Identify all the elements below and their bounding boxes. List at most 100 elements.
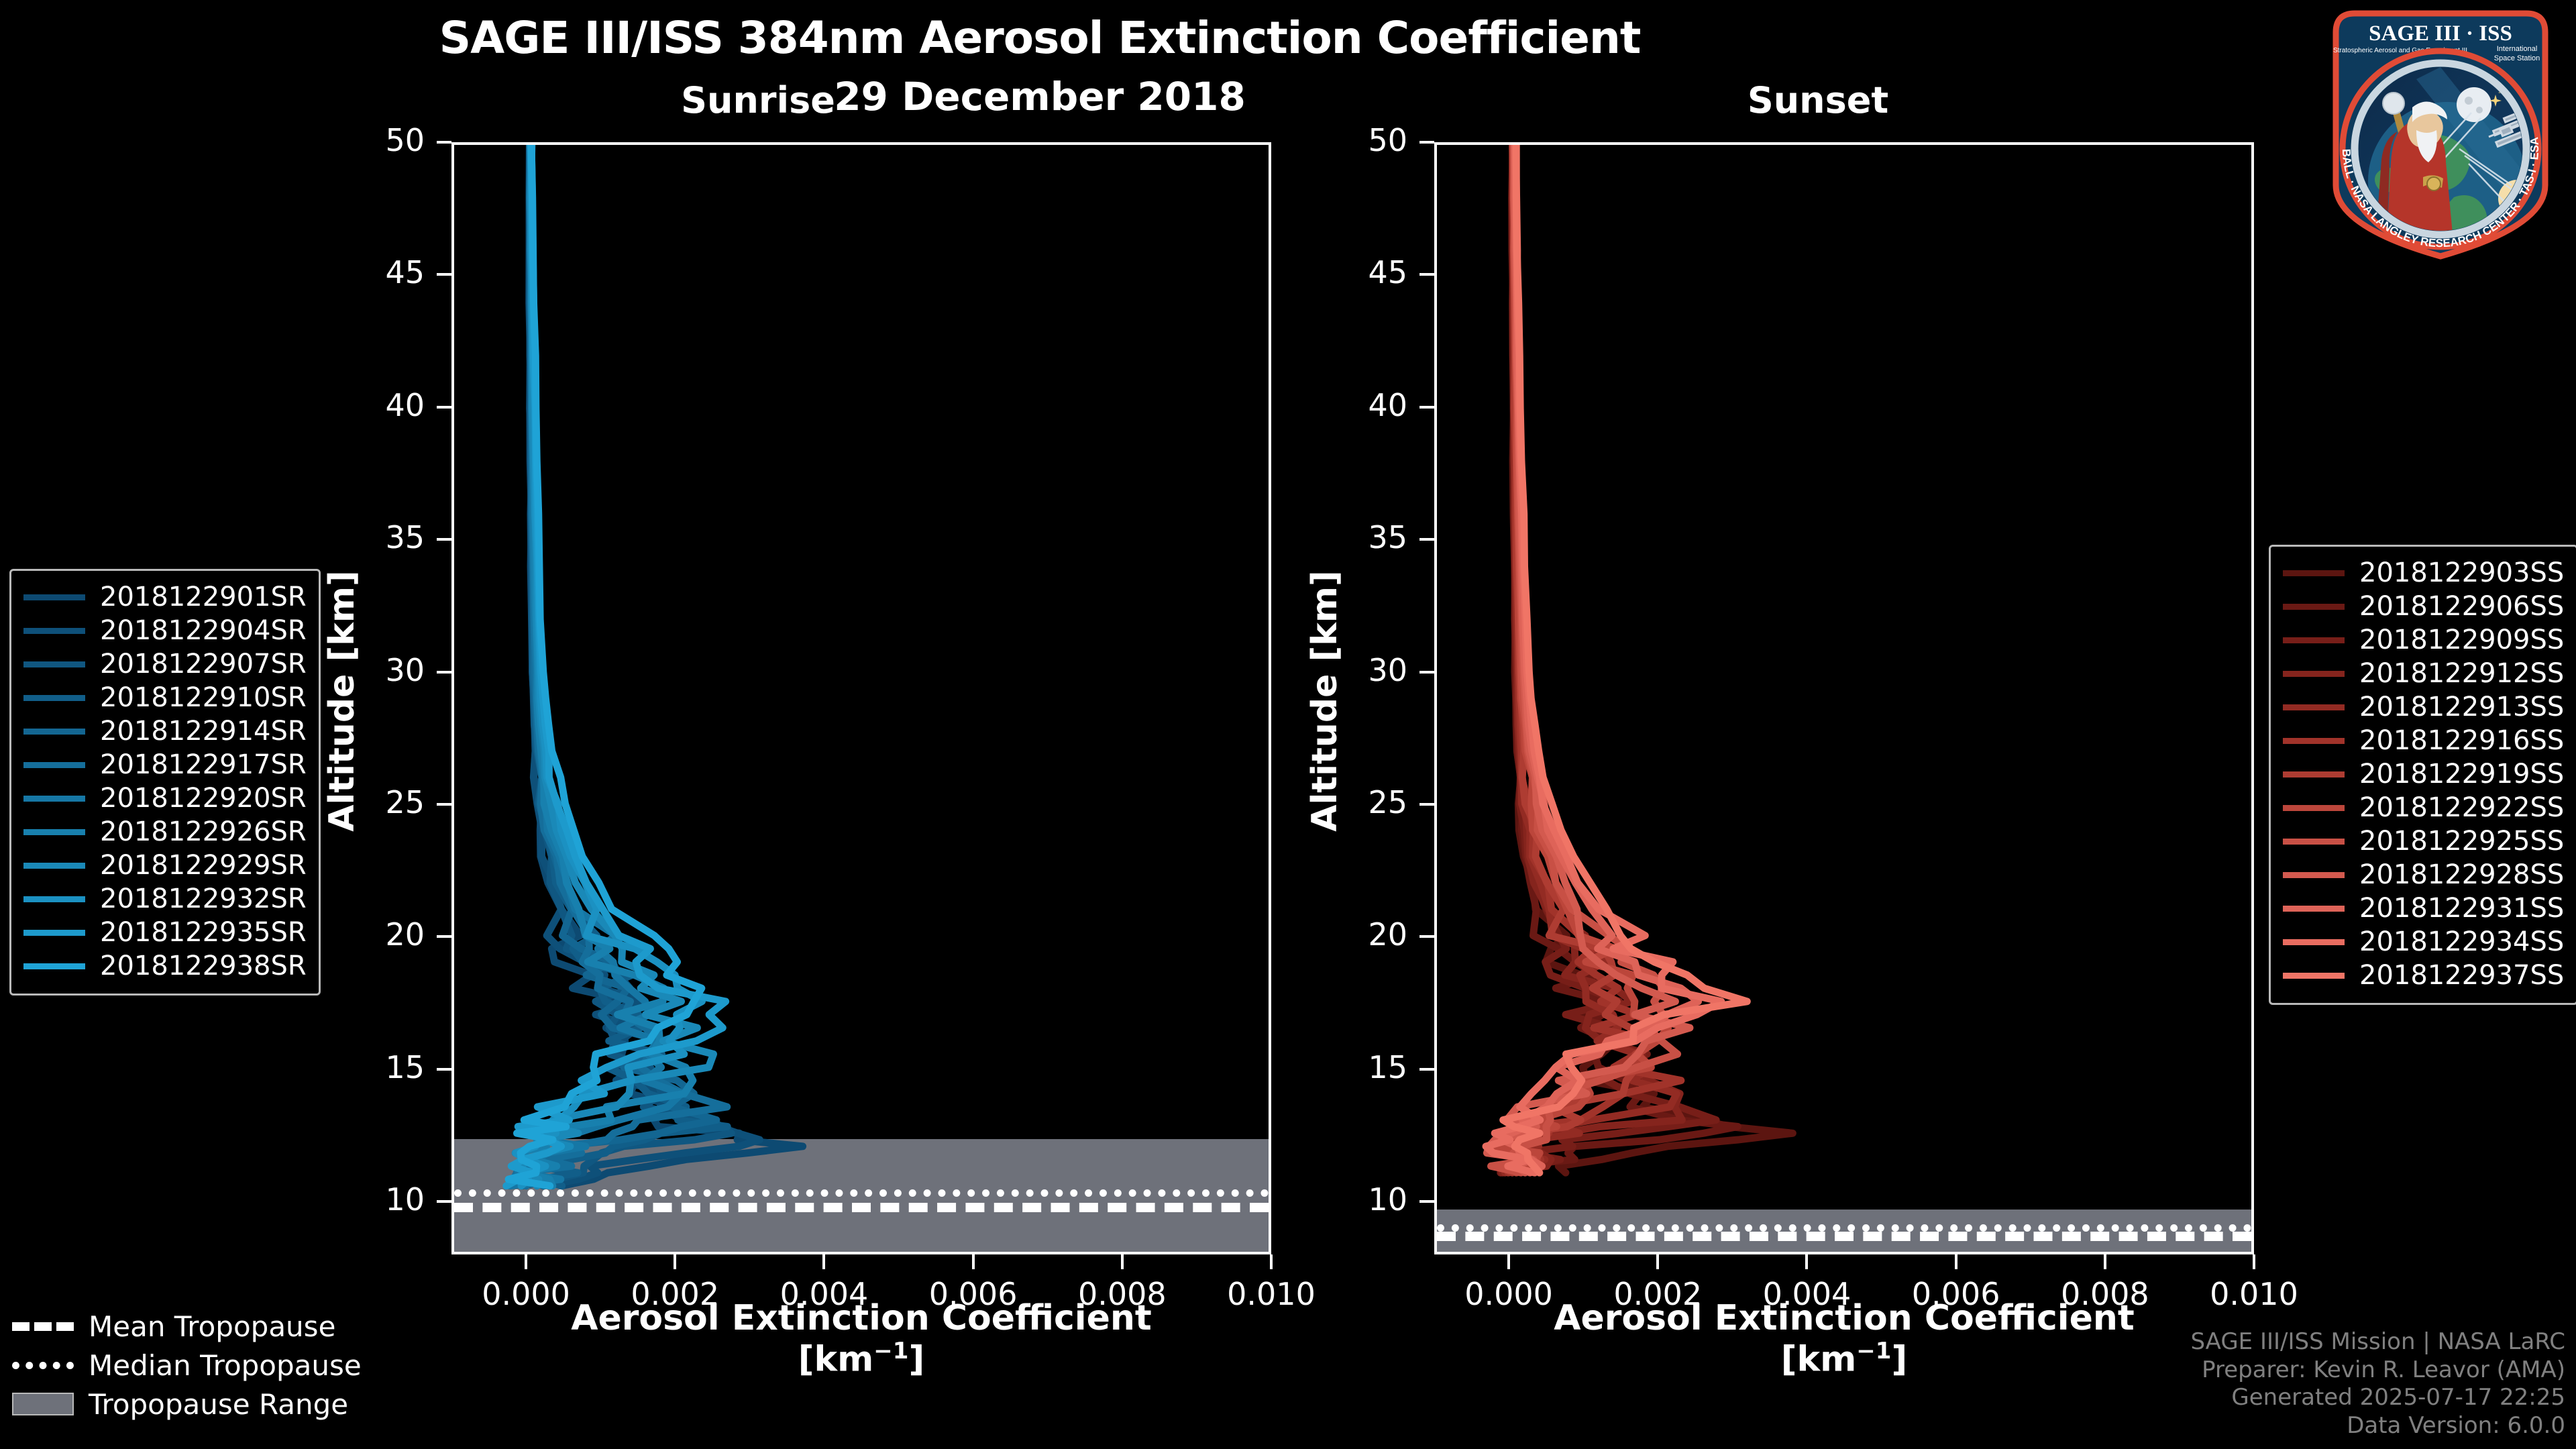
legend-sunrise-item[interactable]: 2018122901SR bbox=[23, 580, 307, 614]
x-tick-label-right-0: 0.000 bbox=[1464, 1276, 1553, 1312]
y-tick-left-40 bbox=[437, 405, 451, 409]
x-axis-unit-left: [km−1] bbox=[798, 1338, 925, 1380]
legend-sunset-item[interactable]: 2018122931SS bbox=[2283, 892, 2564, 925]
x-tick-label-left-1: 0.002 bbox=[631, 1276, 720, 1312]
legend-sunset-item[interactable]: 2018122909SS bbox=[2283, 623, 2564, 657]
legend-item-label: 2018122929SR bbox=[100, 850, 307, 881]
x-tick-label-left-0: 0.000 bbox=[482, 1276, 570, 1312]
y-tick-label-right-45: 45 bbox=[1368, 254, 1407, 291]
tropopause-key-dotted-swatch bbox=[12, 1361, 74, 1369]
legend-sunset-item[interactable]: 2018122916SS bbox=[2283, 724, 2564, 757]
y-tick-right-20 bbox=[1419, 935, 1434, 938]
legend-item-label: 2018122910SR bbox=[100, 682, 307, 713]
legend-sunset-item[interactable]: 2018122928SS bbox=[2283, 858, 2564, 892]
series-lines-sunrise bbox=[502, 145, 807, 1190]
y-tick-label-left-10: 10 bbox=[385, 1181, 425, 1218]
legend-sunset-item[interactable]: 2018122922SS bbox=[2283, 791, 2564, 824]
legend-sunset-item[interactable]: 2018122937SS bbox=[2283, 959, 2564, 992]
panel-label-sunrise: Sunrise bbox=[681, 79, 835, 121]
x-tick-left-4 bbox=[1120, 1254, 1124, 1269]
legend-sunrise-item[interactable]: 2018122926SR bbox=[23, 815, 307, 849]
legend-item-label: 2018122925SS bbox=[2359, 826, 2565, 857]
y-tick-left-15 bbox=[437, 1067, 451, 1071]
legend-item-label: 2018122928SS bbox=[2359, 859, 2565, 890]
legend-item-label: 2018122916SS bbox=[2359, 725, 2565, 756]
y-tick-left-50 bbox=[437, 141, 451, 144]
y-tick-label-left-30: 30 bbox=[385, 651, 425, 688]
x-tick-label-right-1: 0.002 bbox=[1613, 1276, 1703, 1312]
legend-sunrise-item[interactable]: 2018122907SR bbox=[23, 647, 307, 681]
legend-item-label: 2018122920SR bbox=[100, 783, 307, 814]
y-tick-left-25 bbox=[437, 802, 451, 806]
legend-sunrise-item[interactable]: 2018122917SR bbox=[23, 748, 307, 782]
legend-sunset-item[interactable]: 2018122912SS bbox=[2283, 657, 2564, 690]
mean-tropopause-line-left bbox=[454, 1203, 1269, 1213]
legend-color-swatch bbox=[2283, 871, 2345, 878]
median-tropopause-line-left bbox=[454, 1189, 1269, 1197]
legend-sunset-item[interactable]: 2018122919SS bbox=[2283, 757, 2564, 791]
x-tick-label-right-3: 0.006 bbox=[1911, 1276, 2000, 1312]
y-tick-label-right-20: 20 bbox=[1368, 916, 1407, 953]
legend-sunrise-item[interactable]: 2018122914SR bbox=[23, 714, 307, 748]
legend-color-swatch bbox=[23, 862, 85, 869]
y-tick-label-left-35: 35 bbox=[385, 519, 425, 556]
y-tick-label-right-30: 30 bbox=[1368, 651, 1407, 688]
y-tick-right-45 bbox=[1419, 273, 1434, 276]
legend-color-swatch bbox=[23, 761, 85, 768]
legend-sunrise-item[interactable]: 2018122935SR bbox=[23, 916, 307, 949]
legend-color-swatch bbox=[23, 594, 85, 600]
patch-subtitle-left: Stratospheric Aerosol and Gas Experiment… bbox=[2333, 47, 2467, 54]
y-tick-label-right-15: 15 bbox=[1368, 1049, 1407, 1085]
legend-sunset-item[interactable]: 2018122925SS bbox=[2283, 824, 2564, 858]
legend-item-label: 2018122922SS bbox=[2359, 792, 2565, 823]
legend-sunrise[interactable]: 2018122901SR 2018122904SR 2018122907SR 2018… bbox=[9, 569, 321, 996]
legend-item-label: 2018122914SR bbox=[100, 716, 307, 747]
y-tick-right-35 bbox=[1419, 538, 1434, 541]
legend-item-label: 2018122931SS bbox=[2359, 893, 2565, 924]
legend-item-label: 2018122937SS bbox=[2359, 960, 2565, 991]
y-tick-right-10 bbox=[1419, 1200, 1434, 1203]
legend-sunset-item[interactable]: 2018122903SS bbox=[2283, 556, 2564, 590]
y-tick-left-45 bbox=[437, 273, 451, 276]
x-axis-unit-right: [km−1] bbox=[1780, 1338, 1908, 1380]
legend-color-swatch bbox=[2283, 771, 2345, 777]
legend-tropopause-key: Mean Tropopause Median Tropopause Tropopau… bbox=[12, 1307, 362, 1424]
legend-item-label: 2018122935SR bbox=[100, 917, 307, 948]
legend-color-swatch bbox=[23, 627, 85, 634]
credits-line: Preparer: Kevin R. Leavor (AMA) bbox=[2202, 1356, 2565, 1383]
x-tick-label-left-2: 0.004 bbox=[780, 1276, 869, 1312]
legend-item-label: 2018122904SR bbox=[100, 615, 307, 646]
date-subtitle: 29 December 2018 bbox=[834, 74, 1246, 119]
y-tick-right-50 bbox=[1419, 141, 1434, 144]
legend-sunrise-item[interactable]: 2018122932SR bbox=[23, 882, 307, 916]
y-tick-label-right-10: 10 bbox=[1368, 1181, 1407, 1218]
legend-sunset-item[interactable]: 2018122913SS bbox=[2283, 690, 2564, 724]
legend-sunrise-item[interactable]: 2018122910SR bbox=[23, 681, 307, 714]
panel-label-sunset: Sunset bbox=[1747, 79, 1889, 121]
legend-sunset[interactable]: 2018122903SS 2018122906SS 2018122909SS 2018… bbox=[2269, 545, 2576, 1005]
x-tick-label-right-5: 0.010 bbox=[2210, 1276, 2298, 1312]
legend-sunrise-item[interactable]: 2018122904SR bbox=[23, 614, 307, 647]
legend-item-label: 2018122926SR bbox=[100, 816, 307, 847]
legend-sunset-item[interactable]: 2018122906SS bbox=[2283, 590, 2564, 623]
legend-sunrise-item[interactable]: 2018122929SR bbox=[23, 849, 307, 882]
y-tick-label-left-25: 25 bbox=[385, 784, 425, 820]
legend-item-label: 2018122909SS bbox=[2359, 625, 2565, 655]
legend-color-swatch bbox=[23, 963, 85, 969]
sage-iii-iss-mission-patch-logo: SAGE III · ISS Stratospheric Aerosol and… bbox=[2332, 10, 2548, 260]
x-axis-title-text-left: Aerosol Extinction Coefficient bbox=[571, 1298, 1152, 1338]
x-tick-right-2 bbox=[1805, 1254, 1809, 1269]
legend-color-swatch bbox=[23, 795, 85, 802]
legend-sunrise-item[interactable]: 2018122920SR bbox=[23, 782, 307, 815]
legend-color-swatch bbox=[2283, 670, 2345, 677]
y-tick-label-left-15: 15 bbox=[385, 1049, 425, 1085]
credits-line: SAGE III/ISS Mission | NASA LaRC bbox=[2190, 1328, 2565, 1356]
legend-sunset-item[interactable]: 2018122934SS bbox=[2283, 925, 2564, 959]
legend-sunrise-item[interactable]: 2018122938SR bbox=[23, 949, 307, 983]
legend-color-swatch bbox=[2283, 972, 2345, 979]
y-axis-title-left: Altitude [km] bbox=[322, 570, 362, 832]
legend-item-label: 2018122919SS bbox=[2359, 759, 2565, 790]
y-tick-label-right-50: 50 bbox=[1368, 122, 1407, 158]
median-tropopause-line-right bbox=[1437, 1224, 2251, 1232]
